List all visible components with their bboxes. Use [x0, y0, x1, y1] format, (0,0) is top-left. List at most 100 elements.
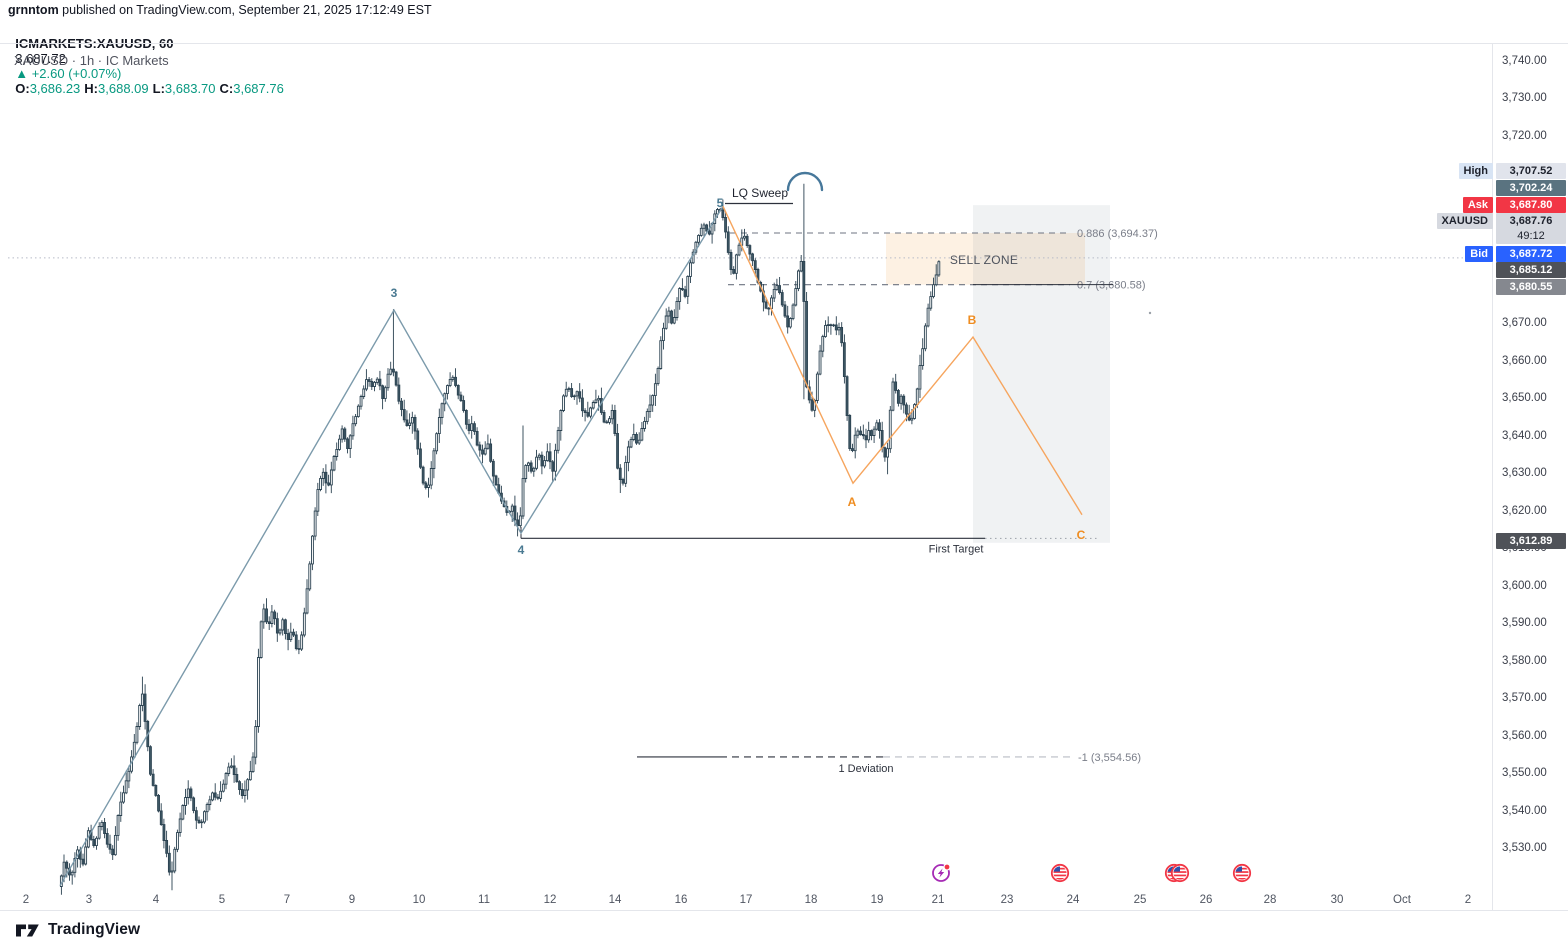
price-tick: 3,740.00: [1502, 55, 1547, 67]
axis-chip-value: 3,685.12: [1496, 262, 1566, 278]
time-label: 9: [348, 894, 356, 906]
axis-chip-value: 3,687.76 49:12: [1496, 213, 1566, 244]
time-label: 2: [22, 894, 30, 906]
time-label: 7: [283, 894, 291, 906]
axis-chip-row: 3,685.12: [1496, 262, 1566, 278]
price-tick: 3,580.00: [1502, 654, 1547, 667]
axis-chip-label: XAUUSD: [1436, 213, 1493, 229]
price-tick: 3,720.00: [1502, 129, 1547, 142]
ohlc-value: 3,688.09: [98, 81, 149, 96]
time-label: 14: [608, 894, 622, 906]
time-label: 25: [1133, 894, 1147, 906]
ohlc-key: L:: [152, 81, 165, 96]
us-flag-event-icon[interactable]: [1232, 863, 1252, 883]
bottom-divider: [0, 910, 1568, 911]
axis-chip-value: 3,702.24: [1496, 180, 1566, 196]
wave-label-C: C: [1077, 528, 1086, 542]
first-target-label: First Target: [929, 543, 984, 555]
axis-chip-row: XAUUSD 3,687.76 49:12: [1436, 213, 1566, 244]
time-label: 4: [152, 894, 160, 906]
axis-chip-value: 3,612.89: [1496, 533, 1566, 549]
price-tick: 3,540.00: [1502, 804, 1547, 817]
ohlc-value: 3,687.76: [233, 81, 284, 96]
price-tick: 3,730.00: [1502, 92, 1547, 105]
deviation-text: 1 Deviation: [838, 763, 893, 775]
axis-chip-label: Ask: [1462, 197, 1493, 213]
time-label: 26: [1199, 894, 1213, 906]
last-price: 3,687.72: [15, 51, 66, 66]
tradingview-logo[interactable]: TradingView: [16, 921, 140, 939]
axis-chip-row: 3,612.89: [1496, 533, 1566, 549]
axis-chip-row: Ask 3,687.80: [1462, 197, 1566, 213]
axis-chip-row: Bid 3,687.72: [1465, 246, 1566, 262]
price-tick: 3,600.00: [1502, 579, 1547, 592]
price-tick: 3,660.00: [1502, 354, 1547, 367]
price-tick: 3,670.00: [1502, 317, 1547, 330]
axis-chip-row: 3,702.24: [1496, 180, 1566, 196]
time-label: 19: [870, 894, 884, 906]
axis-chip-label: Bid: [1465, 246, 1493, 262]
wave-label-A: A: [848, 495, 857, 509]
wave-label-5: 5: [717, 196, 724, 210]
sell-zone-rect[interactable]: [886, 233, 1085, 285]
elliott-trendline[interactable]: [59, 205, 724, 887]
lq-sweep-label: LQ Sweep: [732, 186, 788, 200]
candle-wicks-layer: [60, 183, 940, 895]
time-label: 12: [543, 894, 557, 906]
price-tick: 3,640.00: [1502, 429, 1547, 442]
ohlc-key: C:: [219, 81, 234, 96]
price-tick: 3,620.00: [1502, 504, 1547, 517]
author-name: grnntom: [8, 3, 59, 17]
arc-annotation[interactable]: [786, 171, 824, 192]
wave-label-4: 4: [518, 543, 525, 557]
price-tick: 3,590.00: [1502, 617, 1547, 630]
symbol-ohlc-bar: ICMARKETS:XAUUSD, 60 3,687.72 ▲ +2.60 (+…: [8, 21, 292, 96]
time-label: 10: [412, 894, 426, 906]
time-label: 16: [674, 894, 688, 906]
time-label: 21: [931, 894, 945, 906]
price-tick: 3,530.00: [1502, 842, 1547, 854]
us-flag-event-icon[interactable]: [1164, 863, 1190, 883]
ohlc-values: O:3,686.23 H:3,688.09 L:3,683.70 C:3,687.76: [15, 81, 288, 96]
event-marker-icon[interactable]: [932, 863, 951, 882]
ohlc-value: 3,683.70: [164, 81, 216, 96]
candles-down-layer: [65, 209, 911, 876]
time-label: 28: [1263, 894, 1277, 906]
time-label: 2: [1464, 894, 1472, 906]
time-label: 18: [804, 894, 818, 906]
time-label: Oct: [1393, 894, 1411, 906]
wave-label-B: B: [968, 313, 977, 327]
us-flag-event-icon[interactable]: [1050, 863, 1070, 883]
axis-chip-row: 3,680.55: [1496, 279, 1566, 295]
axis-chip-label: High: [1458, 163, 1493, 179]
time-label: 3: [85, 894, 93, 906]
tradingview-mark-icon: [16, 924, 39, 936]
sell-zone-label: SELL ZONE: [950, 253, 1018, 267]
price-tick: 3,570.00: [1502, 692, 1547, 705]
deviation-label: -1 (3,554.56): [1078, 752, 1141, 764]
time-label: 30: [1330, 894, 1344, 906]
axis-chip-value: 3,687.72: [1496, 246, 1566, 262]
publish-text: published on TradingView.com, September …: [58, 3, 432, 17]
axis-chip-value: 3,680.55: [1496, 279, 1566, 295]
axis-chip-row: High 3,707.52: [1458, 163, 1566, 179]
tradingview-wordmark: TradingView: [48, 921, 141, 938]
price-tick: 3,650.00: [1502, 392, 1547, 405]
candles-up-layer: [59, 209, 941, 887]
axis-chip-value: 3,687.80: [1496, 197, 1566, 213]
abc-projection-line[interactable]: [722, 206, 1083, 516]
chart-watermark-title: XAUUSD · 1h · IC Markets: [14, 53, 169, 68]
price-tick: 3,550.00: [1502, 767, 1547, 780]
fib-level-label: 0.7 (3,680.58): [1077, 280, 1146, 292]
ohlc-key: H:: [84, 81, 99, 96]
publish-info-bar: grnntom published on TradingView.com, Se…: [8, 3, 432, 17]
time-label: 17: [739, 894, 753, 906]
time-label: 24: [1066, 894, 1080, 906]
wave-label-3: 3: [391, 286, 398, 300]
time-label: 23: [1000, 894, 1014, 906]
ohlc-value: 3,686.23: [29, 81, 81, 96]
header-divider: [0, 43, 1568, 44]
time-label: 11: [478, 894, 490, 906]
axis-chip-value: 3,707.52: [1496, 163, 1566, 179]
